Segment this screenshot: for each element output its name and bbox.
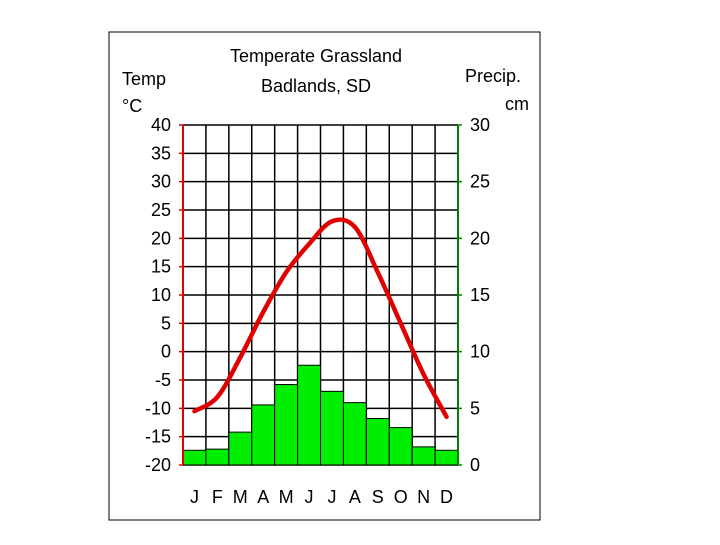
month-label: J: [327, 487, 336, 507]
precip-tick-label: 20: [470, 228, 490, 248]
month-label: M: [279, 487, 294, 507]
temp-tick-label: 25: [151, 200, 171, 220]
temp-tick-label: -5: [155, 370, 171, 390]
precip-tick-label: 15: [470, 285, 490, 305]
temp-tick-label: 10: [151, 285, 171, 305]
month-label: F: [212, 487, 223, 507]
precip-tick-label: 5: [470, 398, 480, 418]
temp-tick-label: -10: [145, 398, 171, 418]
precip-bar: [321, 391, 344, 465]
temp-tick-label: -15: [145, 427, 171, 447]
month-label: J: [305, 487, 314, 507]
month-label: D: [440, 487, 453, 507]
precip-bar: [298, 365, 321, 465]
temp-tick-label: 35: [151, 143, 171, 163]
temp-tick-label: 0: [161, 342, 171, 362]
y-right-label-line1: Precip.: [465, 66, 521, 86]
precip-bar: [229, 432, 252, 465]
month-label: A: [257, 487, 269, 507]
temp-tick-label: 15: [151, 257, 171, 277]
temp-tick-label: -20: [145, 455, 171, 475]
y-right-label-line2: cm: [505, 94, 529, 114]
month-label: S: [372, 487, 384, 507]
precip-tick-label: 25: [470, 172, 490, 192]
precip-bar: [252, 405, 275, 465]
month-label: J: [190, 487, 199, 507]
precip-bar: [366, 419, 389, 465]
temp-tick-label: 30: [151, 172, 171, 192]
precip-bar: [389, 428, 412, 465]
precip-bar: [206, 449, 229, 465]
y-left-label-line2: °C: [122, 96, 142, 116]
temp-tick-label: 20: [151, 228, 171, 248]
chart-subtitle: Badlands, SD: [261, 76, 371, 96]
month-label: A: [349, 487, 361, 507]
precip-bar: [435, 450, 458, 465]
precip-bar: [343, 403, 366, 465]
precip-tick-label: 10: [470, 342, 490, 362]
month-label: N: [417, 487, 430, 507]
y-left-label-line1: Temp: [122, 69, 166, 89]
temp-tick-label: 40: [151, 115, 171, 135]
temp-tick-label: 5: [161, 313, 171, 333]
precip-bar: [412, 447, 435, 465]
precip-tick-label: 0: [470, 455, 480, 475]
chart-title: Temperate Grassland: [230, 46, 402, 66]
month-label: O: [394, 487, 408, 507]
month-label: M: [233, 487, 248, 507]
precip-bar: [183, 450, 206, 465]
precip-bar: [275, 385, 298, 465]
precip-tick-label: 30: [470, 115, 490, 135]
